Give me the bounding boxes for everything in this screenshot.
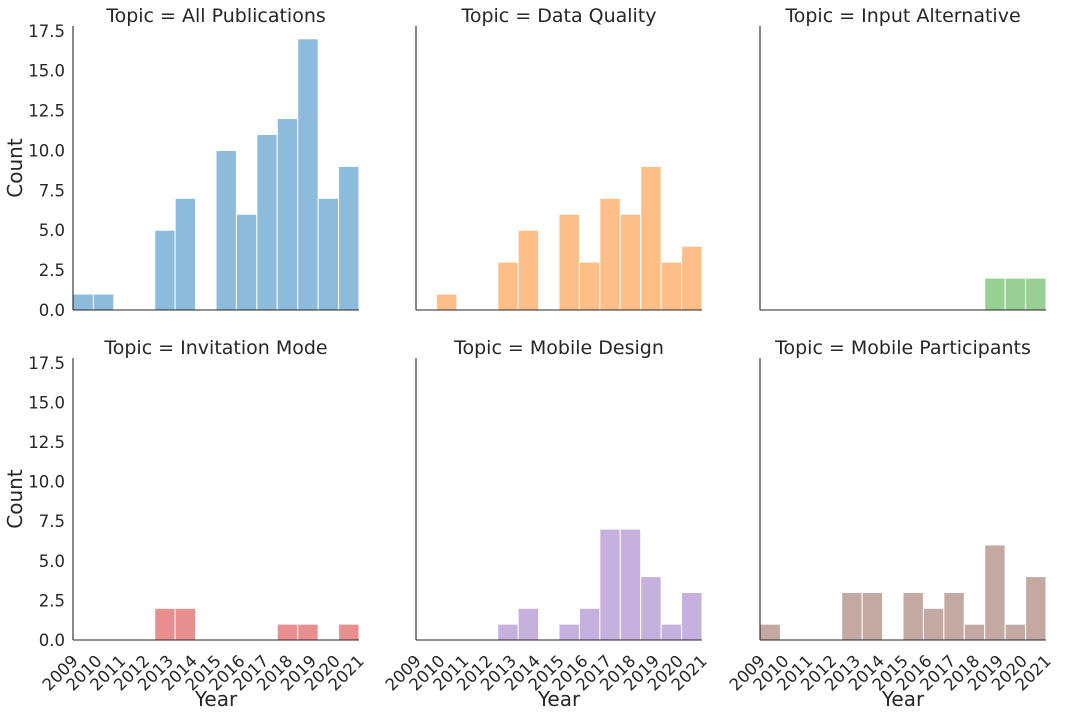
histogram-bar [497,261,519,311]
histogram-bar [1025,576,1047,641]
y-tick-label: 2.5 [39,261,65,280]
histogram-bar [922,607,945,641]
panel-title-prefix: Topic = [103,337,180,359]
y-tick-label: 0.0 [39,631,65,650]
histogram-bar [497,623,519,641]
y-axis-label: Count [3,469,27,529]
y-tick-label: 15.0 [28,62,65,81]
histogram-bar [558,213,580,311]
histogram-bar [215,149,237,311]
histogram-bar [1025,277,1047,311]
y-tick-label: 0.0 [39,301,65,320]
histogram-bar [154,229,176,311]
panel-title-topic: Mobile Design [530,337,664,359]
y-tick-label: 7.5 [39,512,65,531]
panel-title-mobile-design: Topic = Mobile Design [453,337,664,359]
histogram-bar [578,607,601,641]
histogram-bar [984,544,1006,641]
x-axis-label: Year [194,687,238,711]
histogram-bar [297,38,319,311]
histogram-bar [338,165,360,311]
x-axis-label: Year [881,687,925,711]
y-tick-label: 7.5 [39,181,65,200]
y-tick-label: 12.5 [28,433,65,452]
panel-title-all-publications: Topic = All Publications [105,5,326,27]
histogram-bar [174,607,197,641]
y-tick-label: 15.0 [28,393,65,412]
histogram-bar [235,213,258,311]
panel-title-topic: All Publications [182,5,326,27]
histogram-bar [72,293,94,311]
panel-title-data-quality: Topic = Data Quality [460,5,656,27]
histogram-bar [276,623,299,641]
panel-title-invitation-mode: Topic = Invitation Mode [103,337,327,359]
histogram-bar [517,607,540,641]
histogram-bar [338,623,360,641]
histogram-bar [640,165,662,311]
histogram-bar [92,293,115,311]
x-axis-label: Year [537,687,581,711]
histogram-bar [256,133,278,311]
histogram-bar [1004,623,1027,641]
y-axis-label: Count [3,138,27,198]
histogram-bar [599,528,621,641]
histogram-bar [619,528,642,641]
histogram-bar [861,591,884,641]
panel-title-topic: Data Quality [537,5,656,27]
y-tick-label: 12.5 [28,102,65,121]
histogram-bar [174,197,197,311]
histogram-bar [943,591,965,641]
panel-title-topic: Mobile Participants [851,337,1031,359]
y-tick-label: 10.0 [28,473,65,492]
panel-title-prefix: Topic = [784,5,861,27]
histogram-bar [984,277,1006,311]
y-tick-label: 10.0 [28,141,65,160]
histogram-bar [640,576,662,641]
panel-title-topic: Invitation Mode [180,337,327,359]
histogram-bar [681,245,703,311]
y-tick-label: 5.0 [39,552,65,571]
histogram-bar [297,623,319,641]
histogram-bar [578,261,601,311]
histogram-bar [759,623,781,641]
histogram-bar [1004,277,1027,311]
histogram-bar [681,591,703,641]
panel-title-input-alternative: Topic = Input Alternative [784,5,1020,27]
histogram-bar [619,213,642,311]
panel-title-prefix: Topic = [774,337,851,359]
histogram-bar [558,623,580,641]
histogram-bar [841,591,863,641]
y-tick-label: 17.5 [28,354,65,373]
histogram-bar [276,118,299,311]
histogram-bar [154,607,176,641]
y-tick-label: 17.5 [28,22,65,41]
y-tick-label: 2.5 [39,591,65,610]
histogram-bar [660,623,683,641]
histogram-bar [517,229,540,311]
histogram-bar [902,591,924,641]
histogram-bar [599,197,621,311]
panel-title-prefix: Topic = [453,337,530,359]
histogram-bar [435,293,458,311]
panel-title-prefix: Topic = [105,5,182,27]
histogram-bar [963,623,986,641]
panel-title-mobile-participants: Topic = Mobile Participants [774,337,1031,359]
histogram-bar [660,261,683,311]
panel-title-prefix: Topic = [460,5,537,27]
histogram-bar [317,197,340,311]
y-tick-label: 5.0 [39,221,65,240]
panel-title-topic: Input Alternative [861,5,1020,27]
